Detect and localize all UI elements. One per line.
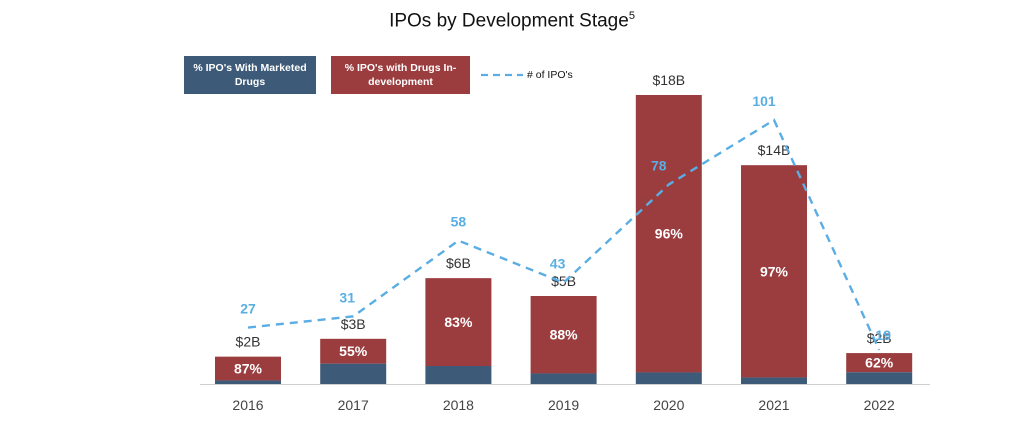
legend-item-marketed-drugs: % IPO's With Marketed Drugs bbox=[184, 56, 316, 94]
bar-total-label-2021: $14B bbox=[758, 142, 791, 158]
bar-in-development-2016 bbox=[215, 356, 281, 381]
legend-label-ipo-count: # of IPO's bbox=[527, 69, 573, 81]
bar-percent-label-2017: 55% bbox=[339, 343, 368, 359]
bar-percent-label-2022: 62% bbox=[865, 355, 894, 371]
chart-title-text: IPOs by Development Stage bbox=[389, 10, 629, 32]
bar-percent-label-2019: 88% bbox=[550, 327, 579, 343]
bar-marketed-2021 bbox=[741, 377, 807, 384]
bar-percent-label-2018: 83% bbox=[444, 314, 473, 330]
bar-marketed-2018 bbox=[425, 366, 492, 384]
bar-percent-label-2021: 97% bbox=[760, 263, 789, 279]
legend-dashed-line-swatch bbox=[481, 73, 523, 77]
ipo-count-label-2020: 78 bbox=[651, 158, 667, 174]
legend-label-marketed-drugs: % IPO's With Marketed Drugs bbox=[193, 62, 307, 88]
ipo-count-line bbox=[247, 118, 881, 351]
ipo-count-label-2017: 31 bbox=[339, 289, 355, 305]
x-tick-label-2018: 2018 bbox=[443, 397, 474, 413]
legend-item-ipo-count: # of IPO's bbox=[481, 68, 573, 82]
bar-total-label-2016: $2B bbox=[236, 334, 261, 350]
bar-in-development-2018 bbox=[425, 278, 492, 367]
bar-total-label-2020: $18B bbox=[652, 72, 685, 88]
bar-percent-label-2020: 96% bbox=[655, 226, 684, 242]
bar-total-label-2017: $3B bbox=[341, 316, 366, 332]
bar-total-label-2022: $2B bbox=[867, 330, 892, 346]
legend-item-in-development: % IPO's with Drugs In-development bbox=[331, 56, 470, 94]
ipo-count-label-2021: 101 bbox=[752, 93, 776, 109]
chart-title: IPOs by Development Stage5 bbox=[0, 10, 1024, 32]
bar-marketed-2019 bbox=[530, 373, 597, 384]
x-tick-label-2021: 2021 bbox=[758, 397, 789, 413]
ipo-count-label-2016: 27 bbox=[240, 301, 256, 317]
x-tick-label-2017: 2017 bbox=[338, 397, 369, 413]
bar-percent-label-2016: 87% bbox=[234, 361, 263, 377]
bar-total-label-2019: $5B bbox=[551, 273, 576, 289]
legend-label-in-development: % IPO's with Drugs In-development bbox=[344, 62, 457, 88]
bar-in-development-2020 bbox=[635, 95, 702, 373]
bar-marketed-2020 bbox=[635, 372, 702, 384]
x-tick-label-2020: 2020 bbox=[653, 397, 684, 413]
bar-in-development-2017 bbox=[320, 338, 387, 364]
ipo-count-label-2019: 43 bbox=[550, 256, 566, 272]
ipo-count-label-2022: 19 bbox=[875, 327, 891, 343]
ipo-count-label-2018: 58 bbox=[451, 214, 467, 230]
x-tick-label-2016: 2016 bbox=[232, 397, 263, 413]
bar-marketed-2022 bbox=[846, 372, 913, 384]
bar-in-development-2019 bbox=[530, 295, 597, 374]
bar-total-label-2018: $6B bbox=[446, 255, 471, 271]
bar-in-development-2021 bbox=[741, 165, 807, 378]
x-tick-label-2022: 2022 bbox=[864, 397, 895, 413]
title-footnote-marker: 5 bbox=[628, 10, 635, 22]
bar-marketed-2016 bbox=[215, 380, 281, 384]
bar-marketed-2017 bbox=[320, 363, 387, 384]
x-tick-label-2019: 2019 bbox=[548, 397, 579, 413]
bar-in-development-2022 bbox=[846, 353, 913, 373]
